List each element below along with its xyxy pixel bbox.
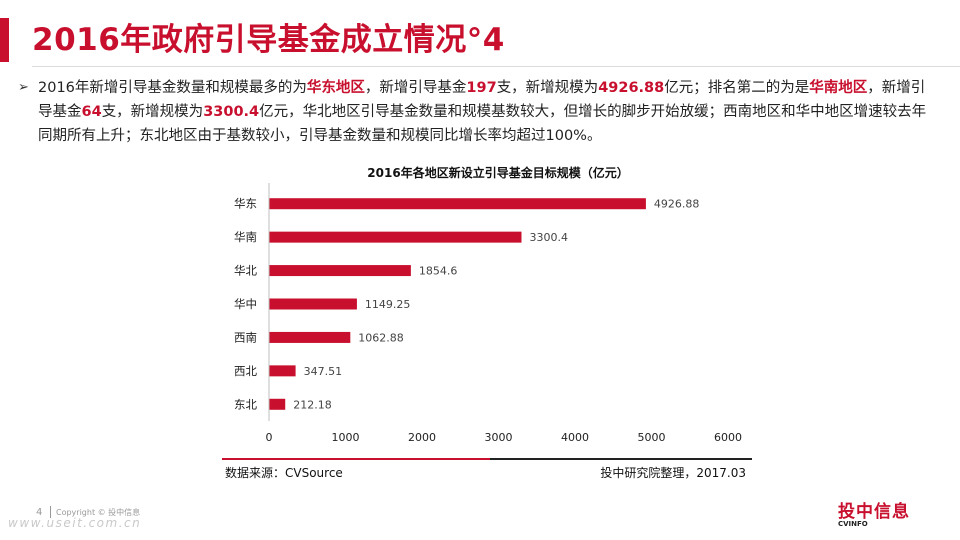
summary-segment: ，新增引导基金 (38, 80, 926, 120)
summary-segment: 亿元，华北地区引导基金数量和规模基数较大，但增长的脚步开始放缓；西南地区和华中地… (38, 104, 927, 144)
footer-rule (490, 458, 752, 460)
data-label: 3300.4 (529, 231, 568, 244)
company-logo: 投中信息 CVINFO (838, 497, 910, 528)
summary-text: 2016年新增引导基金数量和规模最多的为华东地区，新增引导基金197支，新增规模… (38, 80, 926, 144)
category-label: 华北 (234, 264, 257, 278)
bar (269, 298, 357, 310)
bar (269, 265, 411, 277)
summary-highlight: 3300.4 (203, 104, 260, 120)
title-accent-bar (0, 18, 9, 62)
summary-highlight: 华东地区 (306, 80, 365, 96)
data-source: 数据来源：CVSource (225, 466, 343, 480)
watermark: www.useit.com.cn (8, 516, 142, 530)
summary-highlight: 64 (81, 104, 102, 120)
data-label: 4926.88 (654, 198, 700, 211)
x-tick-label: 5000 (638, 431, 666, 444)
credit-note: 投中研究院整理，2017.03 (600, 466, 746, 480)
page-number: 4 (36, 507, 43, 518)
summary-segment: 支，新增规模为 (496, 80, 599, 96)
x-tick-label: 4000 (561, 431, 589, 444)
bars-layer (269, 198, 646, 410)
category-label: 西南 (234, 330, 257, 344)
copyright: Copyright © 投中信息 (56, 508, 141, 517)
x-tick-label: 0 (266, 431, 273, 444)
x-tick-label: 2000 (408, 431, 436, 444)
x-tick-label: 6000 (714, 431, 742, 444)
x-tick-label: 1000 (332, 431, 360, 444)
data-label: 1062.88 (358, 331, 404, 344)
summary-highlight: 197 (466, 80, 497, 96)
data-label: 212.18 (293, 398, 332, 411)
summary-segment: 支，新增规模为 (101, 104, 204, 120)
category-label: 华南 (234, 230, 257, 244)
page-separator (50, 506, 51, 518)
bar (269, 398, 286, 410)
logo-subtext: CVINFO (838, 520, 868, 528)
bullet-arrow-icon: ➢ (18, 80, 29, 95)
page-title: 2016年政府引导基金成立情况°4 (32, 22, 505, 58)
summary-segment: 亿元；排名第二的为是 (664, 80, 810, 96)
summary-highlight: 4926.88 (598, 80, 665, 96)
title-divider (32, 66, 960, 67)
chart-title: 2016年各地区新设立引导基金目标规模（亿元） (367, 165, 628, 180)
category-label: 西北 (234, 364, 257, 378)
summary-segment: 2016年新增引导基金数量和规模最多的为 (38, 80, 307, 96)
x-tick-label: 3000 (485, 431, 513, 444)
bar (269, 331, 351, 343)
summary-segment: ，新增引导基金 (364, 80, 467, 96)
labels-layer: 华东 4926.88 华南 3300.4 华北 1854.6 华中 1149.25 西南 1062… (234, 197, 699, 412)
summary-highlight: 华南地区 (809, 80, 868, 96)
bar (269, 198, 646, 210)
footer-rule-accent (222, 458, 490, 460)
category-label: 东北 (234, 397, 257, 411)
bar (269, 231, 522, 243)
summary-paragraph: ➢ 2016年新增引导基金数量和规模最多的为华东地区，新增引导基金197支，新增… (18, 76, 928, 148)
bar (269, 365, 296, 377)
logo-text: 投中信息 (838, 502, 910, 522)
data-label: 1149.25 (365, 298, 411, 311)
data-label: 1854.6 (419, 265, 458, 278)
category-label: 华东 (234, 197, 257, 211)
axis-layer: 0 1000 2000 3000 4000 5000 6000 (266, 183, 742, 444)
category-label: 华中 (234, 297, 257, 311)
data-label: 347.51 (304, 365, 343, 378)
